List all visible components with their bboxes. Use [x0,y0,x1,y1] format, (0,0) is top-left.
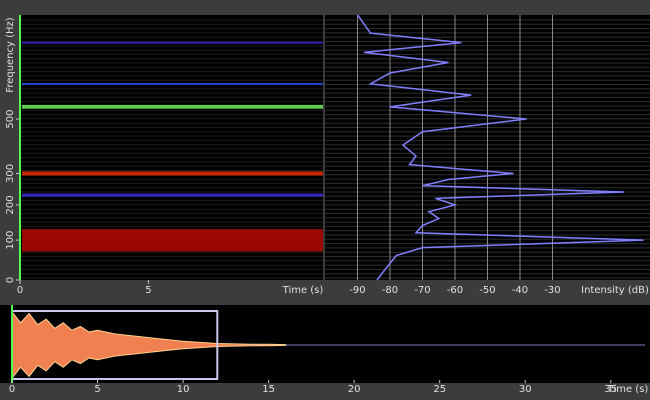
frequency-tick-label: 0 [5,277,16,283]
time-label: Time (s) [282,285,324,296]
waveform-tick-label: 0 [9,384,15,395]
waveform-tick-label: 15 [262,384,275,395]
waveform-tick-label: 10 [177,384,190,395]
intensity-tick-label: -80 [382,285,398,296]
spectrum-line [356,14,644,281]
frequency-tick-label: 100 [5,231,16,250]
waveform-tick-label: 25 [433,384,446,395]
spectrogram-band [22,229,323,252]
spectrogram-band [22,104,323,109]
intensity-tick-label: -40 [512,285,528,296]
waveform-tick-label: 35 [604,384,617,395]
frequency-tick-label: 500 [5,109,16,128]
intensity-tick-label: -60 [447,285,463,296]
waveform-tick-label: 20 [348,384,361,395]
frequency-tick-label: 300 [5,164,16,183]
intensity-tick-label: -70 [414,285,430,296]
waveform-tick-label: 30 [519,384,532,395]
intensity-tick-label: -90 [349,285,365,296]
intensity-tick-label: -50 [479,285,495,296]
time-tick-label: 5 [145,285,151,296]
time-tick-label: 0 [17,285,23,296]
spectrogram-band [22,193,323,197]
intensity-tick-label: -30 [544,285,560,296]
spectrogram-band [22,171,323,176]
intensity-label: Intensity (dB) [581,285,649,296]
waveform-tick-label: 5 [94,384,100,395]
spectrogram-band [22,82,323,85]
frequency-label: Frequency (Hz) [5,17,16,93]
waveform-time-label: Time (s) [607,384,649,395]
frequency-tick-label: 200 [5,195,16,214]
spectrogram-band [22,41,323,44]
